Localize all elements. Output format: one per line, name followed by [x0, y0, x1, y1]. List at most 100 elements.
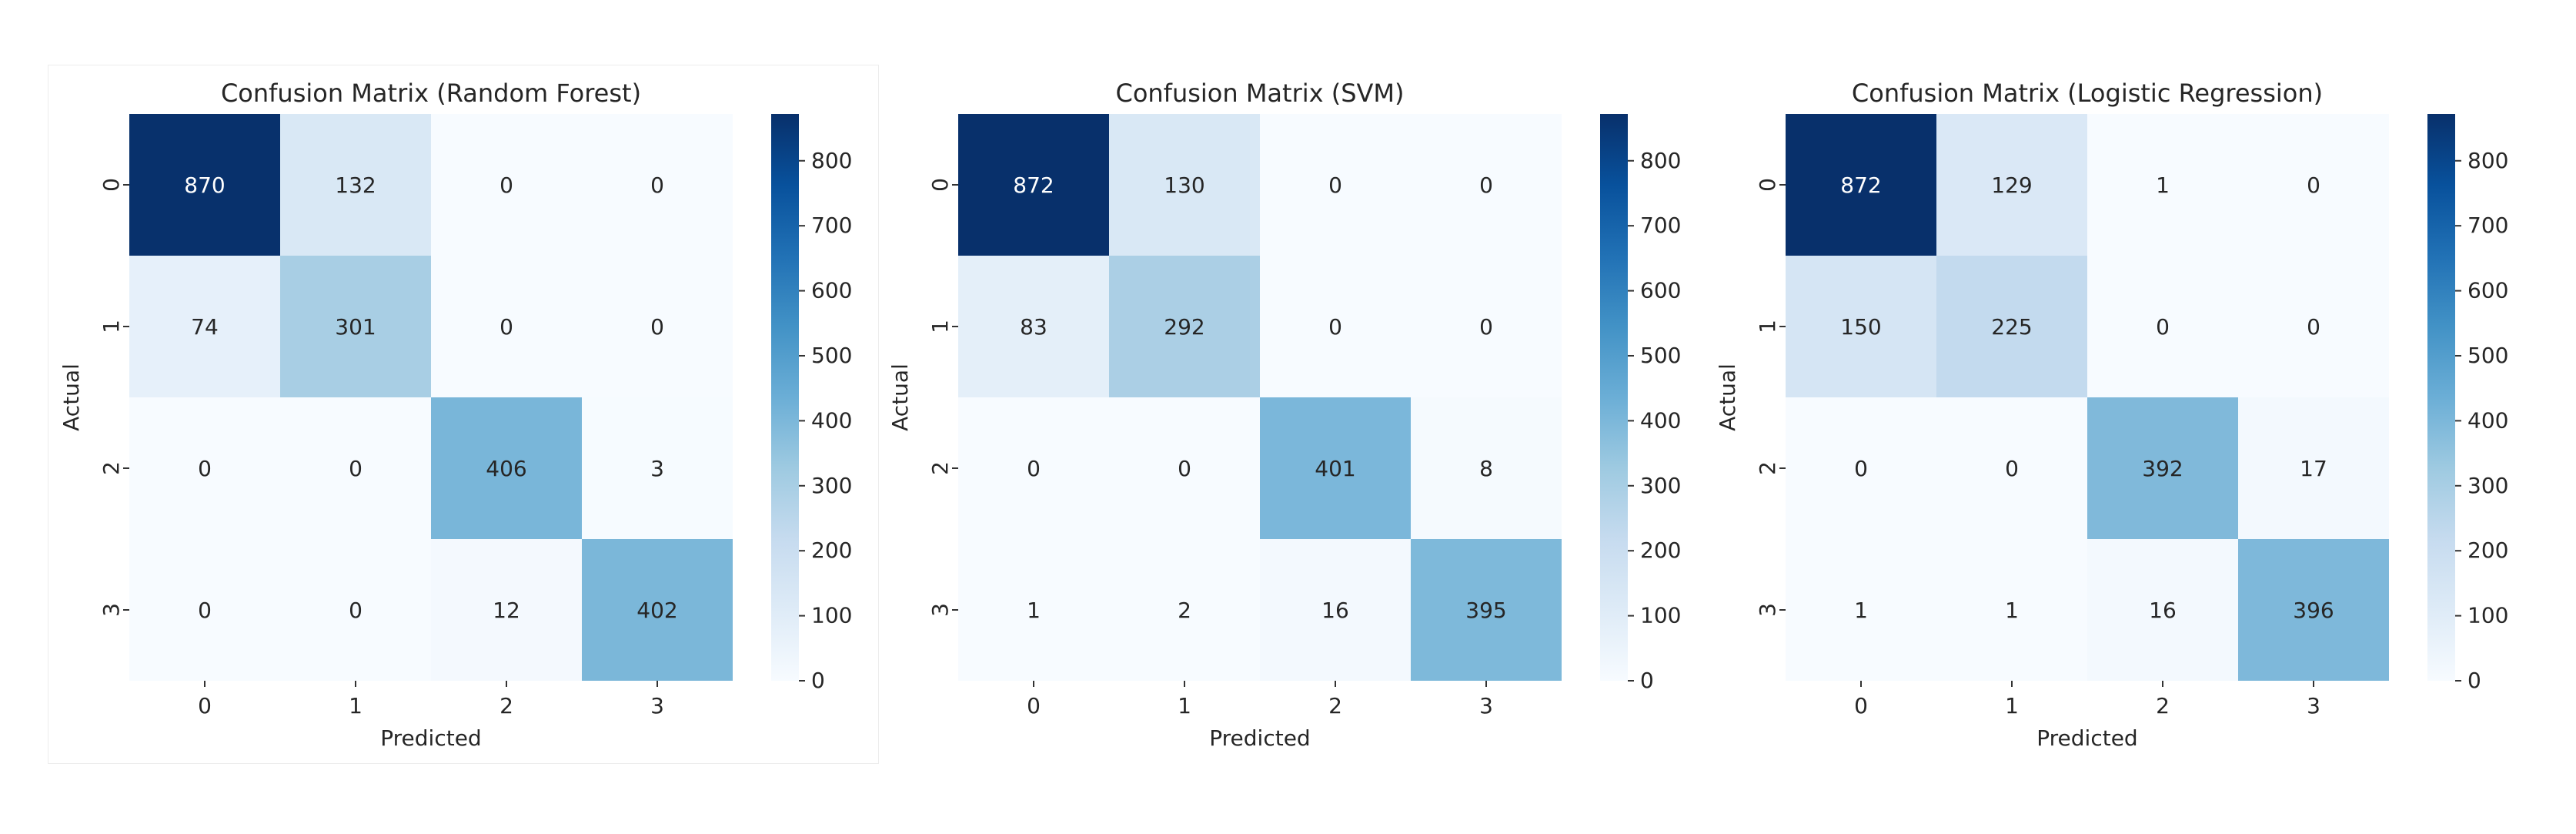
heatmap-cell-r0-c3: [582, 114, 733, 256]
x-tick-label: 1: [2005, 693, 2019, 718]
cell-value-label: 0: [1178, 456, 1191, 481]
colorbar-tick-label: 500: [2467, 343, 2508, 368]
heatmap-cell-r2-c1: [1109, 397, 1260, 539]
cell-value-label: 0: [499, 172, 513, 198]
cell-value-label: 392: [2142, 456, 2183, 481]
x-axis-label: Predicted: [380, 725, 481, 751]
heatmap-cell-r0-c1: [1936, 114, 2087, 256]
colorbar-tick-label: 800: [1640, 148, 1681, 173]
heatmap-cell-r1-c0: [1786, 256, 1936, 397]
x-tick-label: 1: [1178, 693, 1191, 718]
heatmap-cell-r1-c1: [1109, 256, 1260, 397]
cell-value-label: 130: [1164, 172, 1204, 198]
cell-value-label: 0: [2307, 172, 2320, 198]
y-tick-label: 1: [1755, 320, 1780, 333]
heatmap-cell-r3-c3: [2238, 539, 2389, 681]
colorbar-tick-label: 700: [811, 213, 852, 238]
colorbar-tick-label: 100: [811, 603, 852, 628]
heatmap-cell-r2-c3: [582, 397, 733, 539]
heatmap-cell-r1-c1: [280, 256, 431, 397]
heatmap-cell-r0-c2: [431, 114, 582, 256]
heatmap-cell-r3-c0: [129, 539, 280, 681]
cell-value-label: 8: [1479, 456, 1493, 481]
heatmap-cell-r0-c3: [2238, 114, 2389, 256]
colorbar: [771, 114, 799, 681]
colorbar-tick-label: 200: [1640, 538, 1681, 563]
y-tick-label: 2: [927, 461, 953, 475]
cell-value-label: 3: [650, 456, 664, 481]
heatmap-cell-r3-c3: [582, 539, 733, 681]
heatmap-cell-r3-c2: [2087, 539, 2238, 681]
heatmap-cell-r1-c3: [582, 256, 733, 397]
y-axis-label: Actual: [1715, 363, 1740, 431]
heatmap-cell-r3-c3: [1411, 539, 1562, 681]
colorbar-tick-label: 600: [2467, 278, 2508, 303]
cell-value-label: 16: [2149, 598, 2177, 623]
cell-value-label: 0: [349, 598, 363, 623]
heatmap-cell-r0-c2: [2087, 114, 2238, 256]
colorbar-tick-label: 600: [1640, 278, 1681, 303]
heatmap-cell-r3-c2: [1260, 539, 1411, 681]
cell-value-label: 132: [335, 172, 376, 198]
heatmap-cell-r1-c0: [958, 256, 1109, 397]
y-axis-label: Actual: [58, 363, 84, 431]
y-tick-label: 3: [927, 603, 953, 617]
heatmap-cell-r0-c2: [1260, 114, 1411, 256]
heatmap-cell-r3-c0: [1786, 539, 1936, 681]
cell-value-label: 301: [335, 314, 376, 340]
colorbar-tick-label: 700: [2467, 213, 2508, 238]
colorbar-tick-label: 300: [2467, 473, 2508, 498]
heatmap-cell-r1-c3: [1411, 256, 1562, 397]
x-tick-label: 0: [1854, 693, 1868, 718]
cell-value-label: 401: [1315, 456, 1355, 481]
colorbar: [1600, 114, 1628, 681]
y-tick-label: 0: [99, 178, 124, 192]
cell-value-label: 872: [1013, 172, 1054, 198]
x-tick-label: 2: [1328, 693, 1342, 718]
y-tick-label: 2: [99, 461, 124, 475]
x-axis-label: Predicted: [1209, 725, 1310, 751]
colorbar-tick-label: 0: [811, 668, 825, 693]
heatmap-cell-r3-c1: [280, 539, 431, 681]
colorbar: [2427, 114, 2455, 681]
heatmap-cell-r2-c1: [280, 397, 431, 539]
cell-value-label: 74: [191, 314, 219, 340]
colorbar-tick-label: 500: [811, 343, 852, 368]
y-tick-label: 0: [1755, 178, 1780, 192]
cell-value-label: 1: [1027, 598, 1041, 623]
y-tick-label: 2: [1755, 461, 1780, 475]
heatmap-cell-r0-c1: [1109, 114, 1260, 256]
colorbar-tick-label: 700: [1640, 213, 1681, 238]
cell-value-label: 0: [499, 314, 513, 340]
cell-value-label: 292: [1164, 314, 1204, 340]
heatmap-cell-r1-c2: [1260, 256, 1411, 397]
heatmap-cell-r2-c3: [2238, 397, 2389, 539]
x-tick-label: 3: [1479, 693, 1493, 718]
colorbar-tick-label: 200: [2467, 538, 2508, 563]
colorbar-tick-label: 100: [2467, 603, 2508, 628]
cell-value-label: 0: [650, 172, 664, 198]
cell-value-label: 0: [2005, 456, 2019, 481]
heatmap-cell-r0-c3: [1411, 114, 1562, 256]
cell-value-label: 0: [2156, 314, 2170, 340]
chart-title: Confusion Matrix (Random Forest): [221, 79, 641, 108]
cell-value-label: 0: [349, 456, 363, 481]
heatmap-cell-r1-c2: [2087, 256, 2238, 397]
panel-frame-random-forest: [48, 65, 879, 764]
heatmap-cell-r2-c2: [431, 397, 582, 539]
colorbar-tick-label: 200: [811, 538, 852, 563]
heatmap-cell-r3-c2: [431, 539, 582, 681]
y-axis-label: Actual: [887, 363, 913, 431]
cell-value-label: 0: [1328, 314, 1342, 340]
cell-value-label: 225: [1991, 314, 2032, 340]
x-axis-label: Predicted: [2036, 725, 2137, 751]
heatmap-cell-r3-c1: [1936, 539, 2087, 681]
heatmap-cell-r2-c2: [1260, 397, 1411, 539]
heatmap-cell-r2-c1: [1936, 397, 2087, 539]
cell-value-label: 402: [636, 598, 677, 623]
cell-value-label: 1: [2156, 172, 2170, 198]
cell-value-label: 129: [1991, 172, 2032, 198]
cell-value-label: 0: [2307, 314, 2320, 340]
cell-value-label: 0: [1479, 172, 1493, 198]
